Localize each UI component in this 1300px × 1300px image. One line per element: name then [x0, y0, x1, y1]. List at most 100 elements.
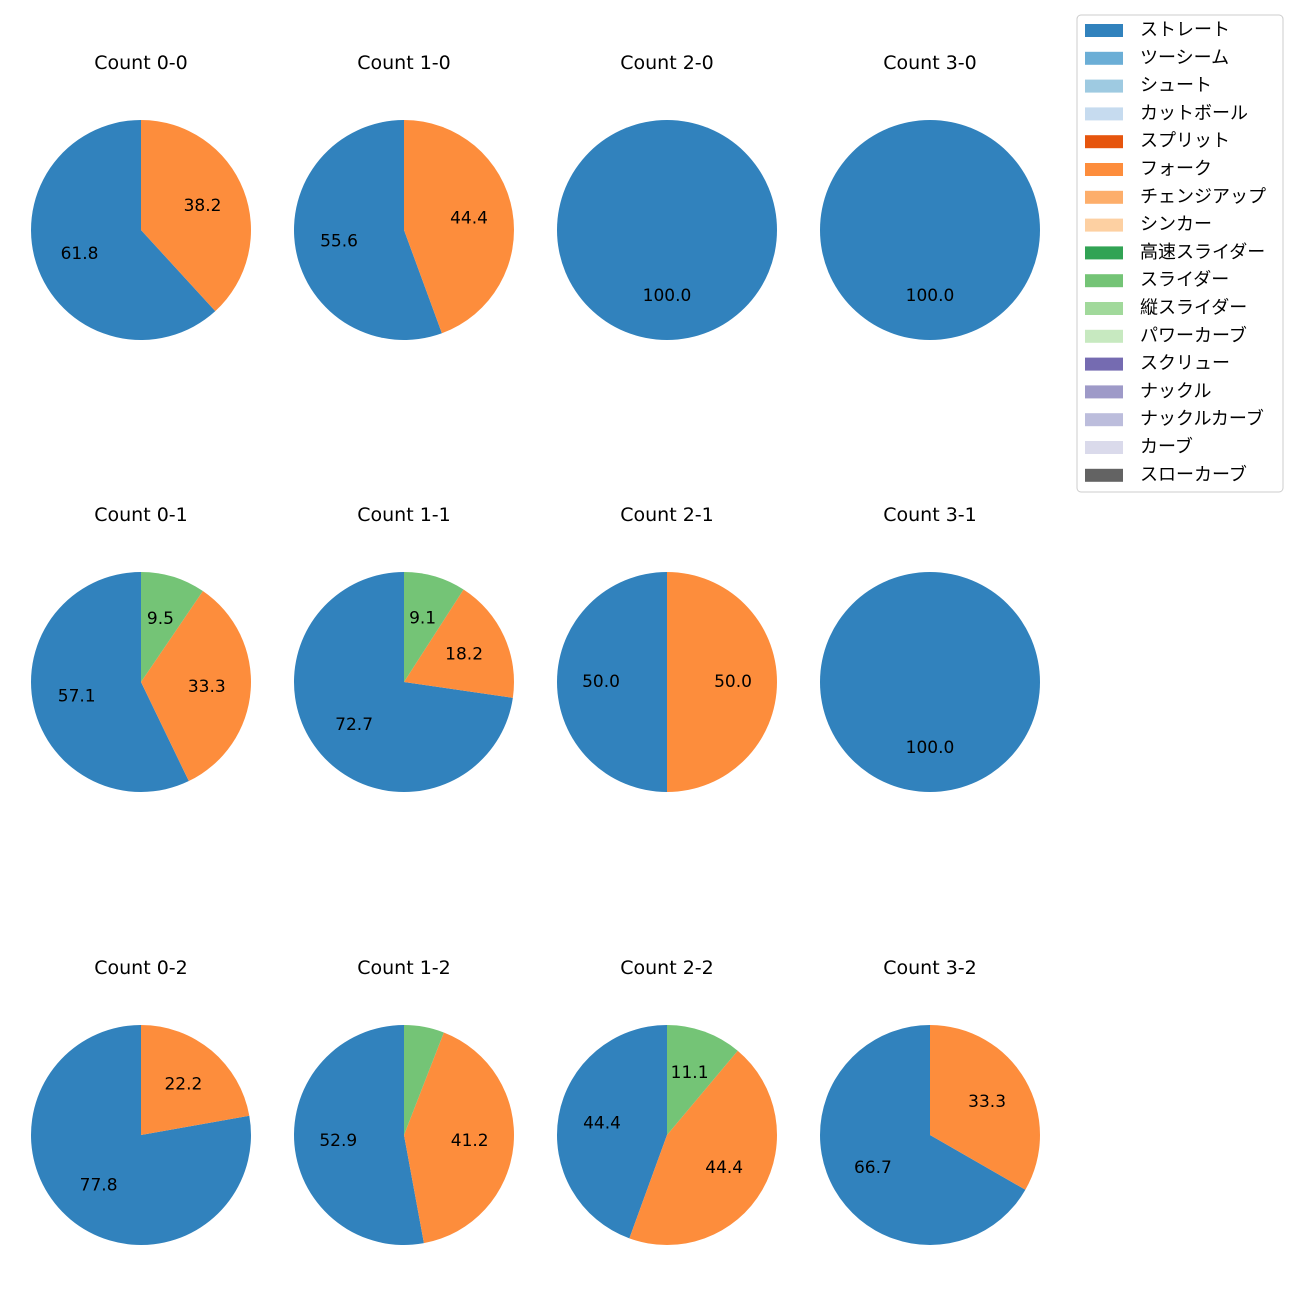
pie-slice-count-1-0 [404, 120, 514, 334]
slice-label: 44.4 [705, 1158, 743, 1178]
legend-label: ナックル [1140, 381, 1211, 402]
legend-swatch [1085, 441, 1123, 454]
pie-count-1-0: Count 1-0 55.6 44.4 [293, 52, 514, 340]
legend-swatch [1085, 79, 1123, 93]
pie-count-3-2: Count 3-2 66.7 33.3 [820, 957, 1041, 1245]
pie-slice-count-1-1 [404, 589, 514, 698]
legend-swatch [1085, 246, 1123, 260]
pie-count-2-0: Count 2-0 100.0 [557, 52, 777, 340]
pie-title: Count 3-2 [883, 957, 977, 979]
pie-title: Count 0-1 [94, 504, 188, 526]
pie-slice-count-2-1 [667, 572, 777, 792]
slice-label: 100.0 [906, 738, 955, 758]
slice-label: 9.5 [147, 609, 174, 629]
slice-label: 9.1 [409, 609, 436, 629]
pie-slice-count-1-1 [293, 572, 513, 792]
slice-label: 77.8 [80, 1176, 118, 1196]
legend-label: スライダー [1140, 270, 1229, 291]
legend-swatch [1085, 218, 1123, 232]
legend-item: スライダー [1085, 270, 1229, 291]
legend-label: スクリュー [1140, 353, 1230, 374]
pie-slice-count-1-2 [404, 1025, 444, 1135]
legend-label: ストレート [1140, 20, 1230, 41]
legend-swatch [1085, 51, 1123, 65]
pie-slice-count-3-2 [820, 1025, 1026, 1245]
slice-label: 18.2 [445, 645, 483, 665]
pie-title: Count 3-0 [883, 52, 977, 74]
legend-frame [1076, 14, 1284, 493]
pie-slice-count-2-2 [556, 1025, 667, 1239]
pie-title: Count 0-2 [94, 957, 188, 979]
pie-slice-count-1-2 [294, 1025, 424, 1245]
pie-slice-count-0-2 [30, 1025, 251, 1246]
pie-slice-count-0-1 [141, 572, 203, 682]
slice-label: 44.4 [450, 208, 488, 228]
legend-label: チェンジアップ [1140, 186, 1266, 207]
legend-label: カーブ [1140, 436, 1193, 458]
legend-item: フォーク [1085, 159, 1212, 180]
legend-item: スプリット [1085, 131, 1230, 152]
slice-label: 52.9 [319, 1131, 357, 1151]
pie-title: Count 2-0 [620, 52, 714, 74]
slice-label: 61.8 [61, 244, 99, 264]
slice-label: 100.0 [906, 286, 955, 306]
pie-slice-count-1-2 [404, 1032, 515, 1244]
legend-item: 高速スライダー [1085, 242, 1265, 263]
pie-count-1-2: Count 1-2 52.9 41.2 [294, 957, 515, 1245]
slice-label: 100.0 [643, 286, 692, 306]
slice-label: 50.0 [582, 672, 620, 692]
legend-swatch [1085, 274, 1123, 288]
pie-count-2-2: Count 2-2 44.4 44.4 11.1 [556, 957, 778, 1246]
slice-label: 41.2 [451, 1131, 489, 1151]
legend-swatch [1085, 357, 1123, 371]
legend-item: ストレート [1085, 20, 1230, 41]
legend-swatch [1085, 24, 1123, 37]
pie-slice-count-0-1 [30, 572, 189, 792]
pie-count-1-1: Count 1-1 72.7 18.2 9.1 [293, 504, 514, 792]
pie-title: Count 1-2 [357, 957, 451, 979]
legend-swatch [1085, 302, 1123, 315]
pie-slice-count-0-2 [141, 1025, 250, 1135]
legend-label: シンカー [1140, 214, 1212, 235]
legend-item: 縦スライダー [1085, 298, 1247, 319]
pie-title: Count 0-0 [94, 52, 188, 74]
legend-item: スローカーブ [1085, 463, 1247, 485]
slice-label: 55.6 [320, 232, 358, 252]
legend-item: ナックル [1085, 381, 1211, 402]
legend-label: ナックルカーブ [1140, 408, 1264, 430]
legend-label: ツーシーム [1140, 47, 1229, 68]
legend-item: シュート [1085, 75, 1212, 96]
slice-label: 50.0 [714, 672, 752, 692]
legend-item: カットボール [1085, 103, 1248, 124]
legend-label: 縦スライダー [1140, 298, 1247, 319]
pie-slice-count-2-0 [557, 120, 777, 340]
legend-label: パワーカーブ [1140, 324, 1247, 346]
legend-item: ツーシーム [1085, 47, 1229, 68]
legend-item: チェンジアップ [1085, 186, 1266, 207]
slice-label: 11.1 [671, 1063, 709, 1083]
legend-swatch [1085, 413, 1123, 427]
legend-swatch [1085, 107, 1123, 121]
pie-slice-count-3-0 [820, 120, 1040, 340]
slice-label: 22.2 [164, 1074, 202, 1094]
legend-item: カーブ [1085, 436, 1193, 458]
legend-swatch [1085, 385, 1123, 399]
pie-slice-count-3-2 [930, 1025, 1041, 1190]
pie-slice-count-0-1 [141, 591, 251, 782]
pie-slice-count-2-2 [667, 1025, 738, 1135]
legend-label: フォーク [1140, 159, 1212, 180]
pie-slice-count-1-1 [404, 572, 464, 682]
pie-slice-count-0-0 [31, 120, 216, 340]
slice-label: 33.3 [968, 1092, 1006, 1112]
legend-swatch [1085, 135, 1123, 149]
pie-title: Count 1-1 [357, 504, 451, 526]
pie-count-0-0: Count 0-0 61.8 38.2 [31, 52, 252, 340]
pie-title: Count 2-1 [620, 504, 714, 526]
pie-slice-count-2-1 [557, 572, 667, 792]
pie-count-2-1: Count 2-1 50.0 50.0 [557, 504, 777, 792]
legend-item: パワーカーブ [1085, 324, 1247, 346]
legend-label: 高速スライダー [1140, 242, 1265, 263]
legend-swatch [1085, 163, 1123, 176]
